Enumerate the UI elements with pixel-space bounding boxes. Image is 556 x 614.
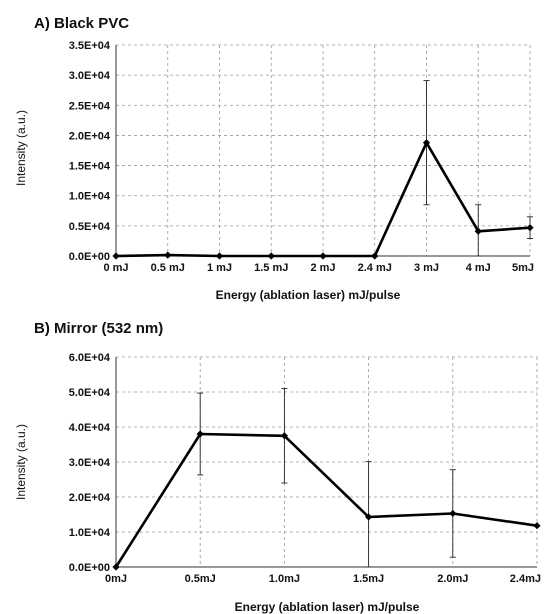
panel-a-data-point <box>216 252 223 259</box>
panel-b-gridlines <box>116 357 537 567</box>
panel-b-y-tick-label: 0.0E+00 <box>69 562 110 574</box>
panel-a-data-point <box>319 252 326 259</box>
panel-a-y-axis-label: Intensity (a.u.) <box>14 110 28 186</box>
panel-b-x-tick-label: 2.0mJ <box>437 573 468 585</box>
panel-b-y-axis-label: Intensity (a.u.) <box>14 424 28 500</box>
panel-b-series-line <box>116 434 537 567</box>
panel-b-x-tick-label: 1.5mJ <box>353 573 384 585</box>
panel-b-data-point <box>449 510 456 517</box>
panel-b-plot <box>112 357 540 571</box>
panel-b-x-axis-label: Energy (ablation laser) mJ/pulse <box>235 600 420 614</box>
panel-a-x-tick-label: 3 mJ <box>414 262 439 274</box>
panel-b-y-tick-labels: 0.0E+00 1.0E+04 2.0E+04 3.0E+04 4.0E+04 5.0E+… <box>69 352 111 574</box>
panel-b-y-tick-label: 2.0E+04 <box>69 492 111 504</box>
panel-a-y-tick-label: 3.5E+04 <box>69 40 111 52</box>
panel-a-x-axis-label: Energy (ablation laser) mJ/pulse <box>216 288 401 302</box>
panel-a-data-point <box>268 252 275 259</box>
panel-b-x-tick-label: 0mJ <box>105 573 127 585</box>
panel-a-x-tick-label: 2 mJ <box>310 262 335 274</box>
panel-a-data-point <box>112 252 119 259</box>
panel-a-y-tick-label: 0.5E+04 <box>69 221 111 233</box>
chart-panel-a: A) Black PVC 0.0E+000.5E+041.0E+041.5E+0… <box>14 15 534 302</box>
chart-panel-b: B) Mirror (532 nm) 0.0E+00 1.0E+04 2.0E+04… <box>14 320 541 614</box>
panel-b-x-tick-labels: 0mJ 0.5mJ 1.0mJ 1.5mJ 2.0mJ 2.4mJ <box>105 573 541 585</box>
panel-b-y-tick-label: 3.0E+04 <box>69 457 111 469</box>
panel-a-y-tick-label: 1.0E+04 <box>69 191 111 203</box>
panel-b-y-tick-label: 1.0E+04 <box>69 527 111 539</box>
panel-a-y-tick-label: 3.0E+04 <box>69 70 111 82</box>
panel-a-x-tick-label: 2.4 mJ <box>358 262 392 274</box>
panel-b-title: B) Mirror (532 nm) <box>34 320 163 337</box>
panel-a-data-point <box>164 251 171 258</box>
panel-b-y-tick-label: 5.0E+04 <box>69 387 111 399</box>
panel-a-x-tick-label: 1 mJ <box>207 262 232 274</box>
panel-a-y-tick-label: 2.0E+04 <box>69 130 111 142</box>
panel-a-title: A) Black PVC <box>34 15 129 32</box>
panel-a-gridlines <box>116 45 530 256</box>
panel-b-y-tick-label: 6.0E+04 <box>69 352 111 364</box>
panel-b-x-tick-label: 0.5mJ <box>185 573 216 585</box>
panel-b-x-tick-label: 2.4mJ <box>510 573 541 585</box>
panel-a-y-tick-label: 2.5E+04 <box>69 100 111 112</box>
panel-a-x-tick-labels: 0 mJ 0.5 mJ 1 mJ 1.5 mJ 2 mJ 2.4 mJ 3 mJ 4 mJ 5m… <box>103 262 534 274</box>
panel-b-data-point <box>533 522 540 529</box>
panel-a-x-tick-label: 0 mJ <box>103 262 128 274</box>
panel-b-y-tick-label: 4.0E+04 <box>69 422 111 434</box>
panel-b-x-tick-label: 1.0mJ <box>269 573 300 585</box>
panel-a-data-point <box>526 224 533 231</box>
panel-a-x-tick-label: 0.5 mJ <box>151 262 185 274</box>
panel-a-x-tick-label: 1.5 mJ <box>254 262 288 274</box>
panel-a-x-tick-label: 5mJ <box>512 262 534 274</box>
panel-a-y-tick-labels: 0.0E+000.5E+041.0E+041.5E+042.0E+042.5E+… <box>69 40 111 263</box>
panel-a-y-tick-label: 1.5E+04 <box>69 161 111 173</box>
panel-a-x-tick-label: 4 mJ <box>466 262 491 274</box>
